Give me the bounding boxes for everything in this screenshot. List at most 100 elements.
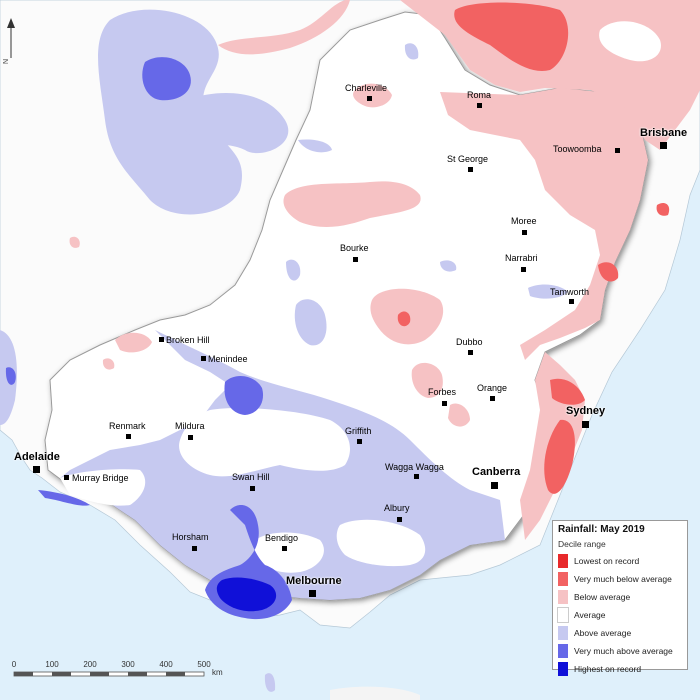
town-marker	[522, 230, 527, 235]
city-marker	[33, 466, 40, 473]
scale-bar: 0 100 200 300 400 500 km	[10, 660, 230, 684]
scale-unit: km	[212, 668, 223, 677]
town-marker	[569, 299, 574, 304]
legend-swatch	[558, 590, 568, 604]
town-marker	[468, 167, 473, 172]
average-hole-mildura	[179, 408, 350, 477]
town-marker	[192, 546, 197, 551]
city-label-brisbane: Brisbane	[640, 127, 688, 139]
city-marker	[660, 142, 667, 149]
legend-item: Below average	[558, 588, 682, 606]
legend-item-label: Below average	[574, 592, 631, 602]
highest-on-record-melb	[216, 577, 277, 612]
north-arrow-icon	[7, 18, 15, 58]
very-much-above-adelaide	[38, 490, 90, 506]
town-label-orange: Orange	[477, 383, 508, 393]
town-marker	[64, 475, 69, 480]
town-label-broken-hill: Broken Hill	[166, 335, 210, 345]
below-avg-west-dot	[69, 236, 80, 248]
town-label-swan-hill: Swan Hill	[232, 472, 270, 482]
scale-tick-label: 500	[197, 660, 211, 669]
above-avg-blob-3	[440, 260, 457, 272]
north-arrow: N	[3, 18, 18, 68]
legend-item-label: Average	[574, 610, 606, 620]
town-label-bourke: Bourke	[340, 243, 369, 253]
above-avg-blob-4	[528, 284, 568, 299]
very-much-below-central	[397, 311, 411, 327]
scale-bar-graphic	[13, 671, 205, 677]
legend-item-label: Very much below average	[574, 574, 672, 584]
legend-item: Very much below average	[558, 570, 682, 588]
city-label-adelaide: Adelaide	[14, 451, 60, 463]
average-hole-murray	[60, 469, 146, 506]
legend-item-label: Highest on record	[574, 664, 642, 674]
very-much-above-mildura	[224, 376, 264, 415]
average-qld-holes	[599, 21, 661, 62]
town-marker	[357, 439, 362, 444]
town-marker	[615, 148, 620, 153]
town-marker	[414, 474, 419, 479]
town-label-menindee: Menindee	[208, 354, 248, 364]
above-avg-blob-2	[286, 259, 301, 281]
below-avg-broken-hill	[115, 332, 152, 353]
below-avg-forbes-2	[448, 403, 470, 427]
town-marker	[397, 517, 402, 522]
town-label-st-george: St George	[447, 154, 489, 164]
town-label-moree: Moree	[511, 216, 537, 226]
very-much-below-qld	[454, 2, 569, 71]
town-marker	[126, 434, 131, 439]
town-label-murray-bridge: Murray Bridge	[72, 473, 129, 483]
legend-item: Highest on record	[558, 660, 682, 678]
town-marker	[477, 103, 482, 108]
above-avg-west-2	[5, 367, 16, 385]
legend: Rainfall: May 2019 Decile range Lowest o…	[552, 520, 688, 676]
town-label-horsham: Horsham	[172, 532, 209, 542]
legend-swatch	[558, 644, 568, 658]
town-marker	[201, 356, 206, 361]
above-avg-nw	[98, 9, 242, 215]
legend-item: Lowest on record	[558, 552, 682, 570]
city-label-sydney: Sydney	[566, 405, 606, 417]
below-avg-dot-2	[102, 358, 115, 370]
town-label-charleville: Charleville	[345, 83, 388, 93]
above-avg-blob-6	[298, 139, 332, 153]
town-label-dubbo: Dubbo	[456, 337, 483, 347]
town-marker	[490, 396, 495, 401]
scale-tick-label: 200	[83, 660, 97, 669]
town-label-griffith: Griffith	[345, 426, 372, 436]
scale-tick-label: 0	[11, 660, 17, 669]
very-much-below-coast	[550, 378, 585, 405]
below-avg-forbes	[411, 362, 443, 398]
legend-swatch	[558, 554, 568, 568]
town-label-tamworth: Tamworth	[550, 287, 590, 297]
city-marker	[491, 482, 498, 489]
city-label-canberra: Canberra	[472, 466, 521, 478]
legend-item-label: Very much above average	[574, 646, 673, 656]
legend-item-label: Lowest on record	[574, 556, 640, 566]
town-label-roma: Roma	[467, 90, 492, 100]
city-marker	[309, 590, 316, 597]
above-avg-nw-2	[175, 92, 289, 154]
tas-north	[330, 686, 420, 700]
legend-item: Above average	[558, 624, 682, 642]
average-hole-south-east	[336, 519, 426, 567]
town-marker	[442, 401, 447, 406]
legend-item: Average	[557, 606, 682, 624]
legend-swatch	[558, 662, 568, 676]
town-marker	[282, 546, 287, 551]
town-marker	[367, 96, 372, 101]
legend-title: Rainfall: May 2019	[558, 524, 645, 535]
town-marker	[188, 435, 193, 440]
king-island	[264, 673, 276, 692]
very-much-below-tamworth	[598, 262, 619, 282]
town-label-albury: Albury	[384, 503, 410, 513]
below-avg-east	[440, 88, 648, 360]
town-label-narrabri: Narrabri	[505, 253, 538, 263]
average-hole-bendigo	[255, 532, 324, 573]
above-avg-blob-5	[404, 43, 419, 60]
legend-item: Very much above average	[558, 642, 682, 660]
city-marker	[582, 421, 589, 428]
town-label-forbes: Forbes	[428, 387, 457, 397]
north-label: N	[3, 58, 11, 65]
